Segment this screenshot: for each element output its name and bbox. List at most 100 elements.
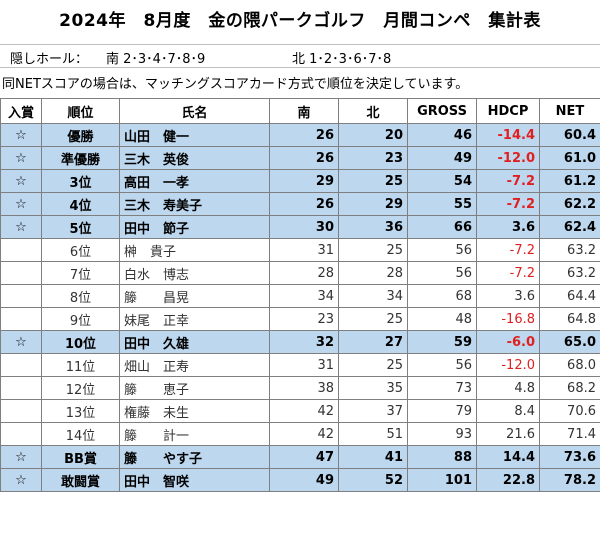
rank-cell: 11位: [41, 353, 120, 377]
south-score-cell: 42: [269, 399, 339, 423]
net-cell: 70.6: [539, 399, 600, 423]
prize-cell: ☆: [0, 123, 42, 147]
gross-cell: 49: [407, 146, 477, 170]
north-score-cell: 25: [338, 169, 408, 193]
net-cell: 62.4: [539, 215, 600, 239]
rank-cell: 4位: [41, 192, 120, 216]
name-cell: 榊 貴子: [119, 238, 270, 262]
south-score-cell: 38: [269, 376, 339, 400]
rank-cell: 6位: [41, 238, 120, 262]
name-cell: 三木 英俊: [119, 146, 270, 170]
rank-cell: BB賞: [41, 445, 120, 469]
net-cell: 64.4: [539, 284, 600, 308]
rank-cell: 5位: [41, 215, 120, 239]
gross-cell: 73: [407, 376, 477, 400]
hidden-holes-north: 北 1･2･3･6･7･8: [292, 52, 392, 67]
net-cell: 61.0: [539, 146, 600, 170]
rank-cell: 14位: [41, 422, 120, 446]
south-score-cell: 26: [269, 192, 339, 216]
gross-cell: 93: [407, 422, 477, 446]
rank-cell: 13位: [41, 399, 120, 423]
results-body: ☆ 優勝 山田 健一 26 20 46 -14.4 60.4 ☆ 準優勝 三木 英俊 26 23 49 -1…: [0, 123, 600, 492]
prize-cell: [0, 422, 42, 446]
hdcp-cell: -6.0: [476, 330, 540, 354]
north-score-cell: 34: [338, 284, 408, 308]
hidden-holes-label: 隠しホール：: [10, 52, 89, 67]
gross-cell: 68: [407, 284, 477, 308]
gross-cell: 56: [407, 261, 477, 285]
rank-cell: 12位: [41, 376, 120, 400]
north-score-cell: 27: [338, 330, 408, 354]
rank-cell: 準優勝: [41, 146, 120, 170]
gross-cell: 48: [407, 307, 477, 331]
hdcp-cell: 22.8: [476, 468, 540, 492]
south-score-cell: 42: [269, 422, 339, 446]
south-score-cell: 23: [269, 307, 339, 331]
south-score-cell: 26: [269, 123, 339, 147]
hdcp-cell: -7.2: [476, 192, 540, 216]
prize-cell: [0, 261, 42, 285]
hidden-holes-south: 南 2･3･4･7･8･9: [106, 52, 206, 67]
prize-cell: ☆: [0, 330, 42, 354]
col-net-header: NET: [539, 98, 600, 124]
prize-cell: [0, 307, 42, 331]
name-cell: 籐 やす子: [119, 445, 270, 469]
results-table: 入賞 順位 氏名 南 北 GROSS HDCP NET ☆ 優勝 山田 健一 26 20…: [0, 98, 600, 492]
hdcp-cell: -7.2: [476, 261, 540, 285]
prize-cell: ☆: [0, 169, 42, 193]
table-row: ☆ 準優勝 三木 英俊 26 23 49 -12.0 61.0: [0, 146, 600, 170]
prize-cell: [0, 376, 42, 400]
hdcp-cell: 8.4: [476, 399, 540, 423]
north-score-cell: 25: [338, 238, 408, 262]
north-score-cell: 51: [338, 422, 408, 446]
prize-cell: ☆: [0, 445, 42, 469]
prize-cell: [0, 399, 42, 423]
name-cell: 籐 恵子: [119, 376, 270, 400]
south-score-cell: 31: [269, 353, 339, 377]
gross-cell: 101: [407, 468, 477, 492]
name-cell: 妹尾 正幸: [119, 307, 270, 331]
north-score-cell: 36: [338, 215, 408, 239]
col-south-header: 南: [269, 98, 339, 124]
gross-cell: 56: [407, 238, 477, 262]
table-row: 12位籐 恵子 38 35 73 4.8 68.2: [0, 376, 600, 400]
gross-cell: 79: [407, 399, 477, 423]
name-cell: 籐 昌晃: [119, 284, 270, 308]
table-row: ☆ 優勝 山田 健一 26 20 46 -14.4 60.4: [0, 123, 600, 147]
gross-cell: 59: [407, 330, 477, 354]
prize-cell: [0, 238, 42, 262]
north-score-cell: 35: [338, 376, 408, 400]
north-score-cell: 25: [338, 307, 408, 331]
rank-cell: 8位: [41, 284, 120, 308]
north-score-cell: 25: [338, 353, 408, 377]
south-score-cell: 34: [269, 284, 339, 308]
name-cell: 田中 節子: [119, 215, 270, 239]
north-score-cell: 20: [338, 123, 408, 147]
rank-cell: 10位: [41, 330, 120, 354]
table-row: 14位籐 計一 42 51 93 21.6 71.4: [0, 422, 600, 446]
hdcp-cell: -16.8: [476, 307, 540, 331]
south-score-cell: 29: [269, 169, 339, 193]
south-score-cell: 31: [269, 238, 339, 262]
table-row: 7位 白水 博志 28 28 56 -7.2 63.2: [0, 261, 600, 285]
rank-cell: 3位: [41, 169, 120, 193]
north-score-cell: 52: [338, 468, 408, 492]
hdcp-cell: 3.6: [476, 215, 540, 239]
hdcp-cell: 4.8: [476, 376, 540, 400]
south-score-cell: 26: [269, 146, 339, 170]
prize-cell: ☆: [0, 146, 42, 170]
prize-cell: [0, 284, 42, 308]
north-score-cell: 28: [338, 261, 408, 285]
hidden-holes-row: 隠しホール： 南 2･3･4･7･8･9 北 1･2･3･6･7･8: [0, 44, 600, 68]
table-row: 11位 畑山 正寿 31 25 56 -12.0 68.0: [0, 353, 600, 377]
hdcp-cell: -7.2: [476, 238, 540, 262]
name-cell: 高田 一孝: [119, 169, 270, 193]
hdcp-cell: -7.2: [476, 169, 540, 193]
col-prize-header: 入賞: [0, 98, 42, 124]
gross-cell: 54: [407, 169, 477, 193]
net-cell: 68.0: [539, 353, 600, 377]
hdcp-cell: 3.6: [476, 284, 540, 308]
hdcp-cell: -14.4: [476, 123, 540, 147]
net-cell: 68.2: [539, 376, 600, 400]
net-cell: 63.2: [539, 238, 600, 262]
